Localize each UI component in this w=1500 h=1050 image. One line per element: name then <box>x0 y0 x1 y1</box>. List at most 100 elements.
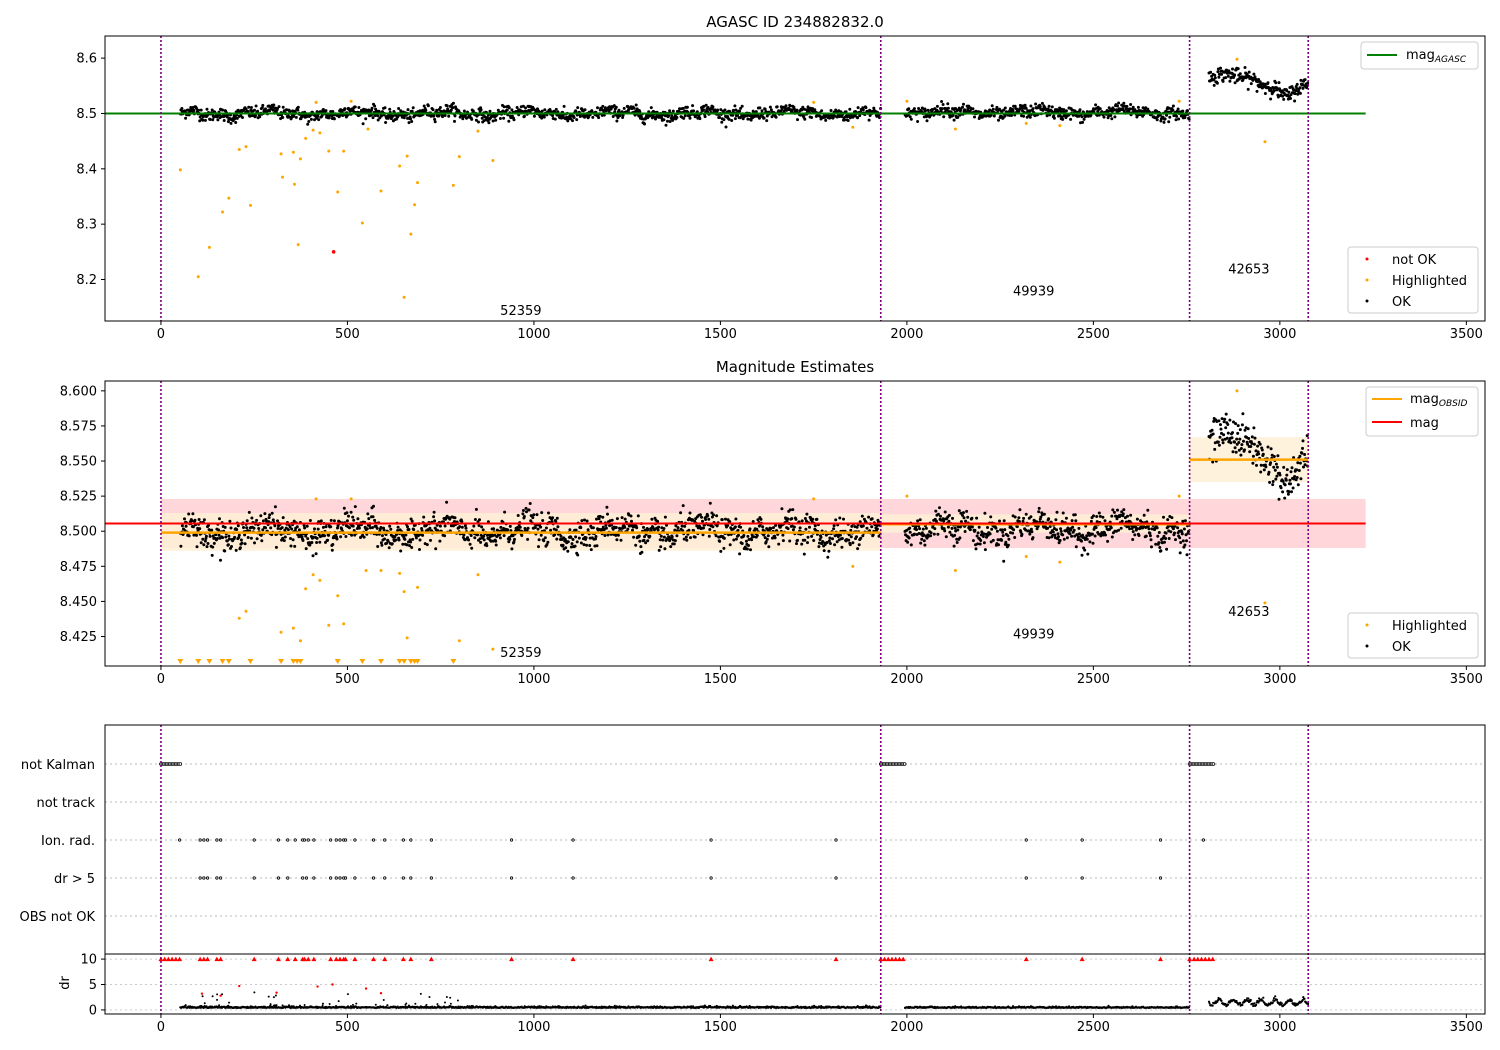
ok-point <box>687 528 691 532</box>
ok-point <box>605 505 609 509</box>
ok-point <box>664 123 668 127</box>
ok-point <box>580 519 584 523</box>
dr-point <box>449 996 452 999</box>
ok-point <box>1074 545 1078 549</box>
ok-point <box>595 517 598 521</box>
ok-point <box>718 116 722 119</box>
flag-point <box>371 876 376 880</box>
ok-point <box>324 109 328 113</box>
flag-point <box>1201 838 1206 842</box>
ok-point <box>719 108 723 112</box>
ok-point <box>1290 490 1293 494</box>
ok-point <box>626 527 630 531</box>
ok-point <box>1122 101 1126 105</box>
flag-point <box>338 876 342 880</box>
ok-point <box>1125 104 1129 108</box>
ok-point <box>635 107 639 111</box>
ok-point <box>1028 532 1032 536</box>
highlighted-point <box>311 573 315 577</box>
ok-point <box>401 542 405 546</box>
ok-point <box>1070 534 1074 538</box>
highlighted-point <box>304 587 308 591</box>
ok-point <box>715 514 719 518</box>
agasc-ytick-label: 8.6 <box>76 52 97 67</box>
ok-point <box>379 526 383 529</box>
ok-point <box>203 118 207 122</box>
ok-point <box>1159 549 1163 553</box>
ok-point <box>1277 497 1281 501</box>
ok-point <box>296 108 300 112</box>
ok-point <box>722 536 726 540</box>
ok-point <box>1293 92 1297 96</box>
highlighted-point <box>291 150 295 154</box>
dr-point <box>414 1002 417 1005</box>
highlighted-point <box>342 149 346 153</box>
ok-point <box>965 509 969 513</box>
dr-point <box>274 994 277 997</box>
ok-point <box>732 538 736 542</box>
ok-point <box>1180 532 1184 536</box>
ok-point <box>407 121 411 125</box>
ok-point <box>211 118 215 122</box>
ok-point <box>1055 510 1059 514</box>
ok-point <box>929 531 933 535</box>
ok-point <box>947 513 951 517</box>
dr-point <box>228 1001 231 1004</box>
flag-point <box>1080 876 1084 880</box>
dr-point <box>303 1004 306 1007</box>
ok-point <box>1015 525 1019 529</box>
flag-point <box>202 876 206 880</box>
highlighted-point <box>237 147 241 151</box>
ok-point <box>373 518 377 522</box>
ok-point <box>394 538 398 542</box>
ok-point <box>1097 511 1101 515</box>
ok-point <box>281 516 285 520</box>
mag-xtick-label: 3500 <box>1450 672 1483 687</box>
ok-point <box>990 104 994 108</box>
highlighted-point <box>812 497 816 501</box>
ok-point <box>288 110 292 114</box>
dr-point <box>444 1001 447 1004</box>
ok-point <box>1231 67 1234 71</box>
ok-point <box>524 506 528 510</box>
highlighted-below-range-marker <box>334 659 341 664</box>
ok-point <box>352 518 356 522</box>
ok-point <box>951 516 954 520</box>
ok-point <box>1089 519 1093 523</box>
flag-point <box>353 838 357 842</box>
ok-point <box>428 526 432 530</box>
legend-ok-label: OK <box>1392 640 1411 655</box>
ok-point <box>1234 422 1238 426</box>
ok-point <box>379 541 383 545</box>
flag-point <box>1158 876 1163 880</box>
ok-point <box>1165 547 1169 551</box>
ok-point <box>260 539 264 543</box>
ok-point <box>585 519 589 523</box>
ok-point <box>733 525 737 529</box>
ok-point <box>855 535 858 539</box>
ok-point <box>545 543 549 547</box>
ok-point <box>859 536 863 540</box>
ok-point <box>462 109 466 113</box>
obsid-label: 42653 <box>1228 605 1269 620</box>
ok-point <box>292 519 296 523</box>
ok-point <box>740 104 744 108</box>
ok-point <box>1282 97 1286 101</box>
ok-point <box>755 534 759 537</box>
ok-point <box>1255 89 1259 93</box>
ok-point <box>1003 106 1007 110</box>
ok-point <box>1177 117 1181 121</box>
ok-point <box>976 542 980 546</box>
ok-point <box>228 519 232 523</box>
ok-point <box>579 526 583 530</box>
ok-point <box>832 524 836 528</box>
highlighted-point <box>398 571 402 575</box>
ok-point <box>662 118 666 122</box>
ok-point <box>512 540 516 544</box>
ok-point <box>943 510 947 514</box>
ok-point <box>317 118 321 122</box>
ok-point <box>509 529 513 533</box>
ok-point <box>184 116 188 120</box>
flag-point <box>177 838 182 842</box>
ok-point <box>480 116 484 120</box>
